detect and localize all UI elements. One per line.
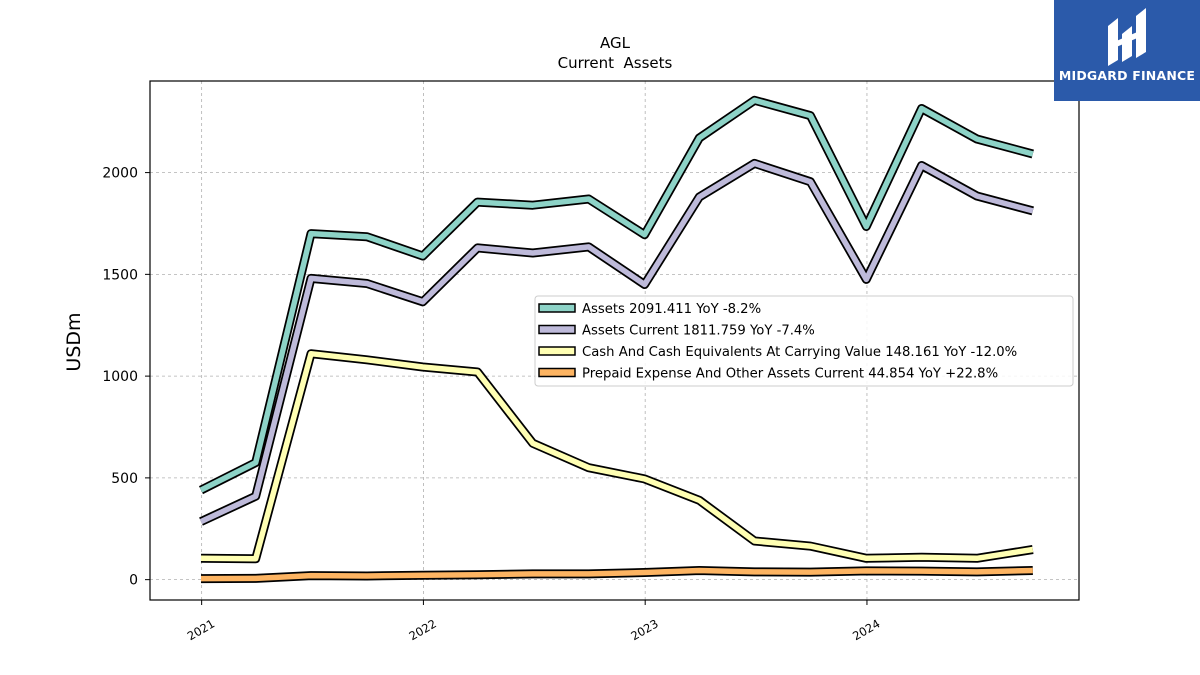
y-tick-label: 1000: [102, 369, 138, 385]
plot-frame: [149, 80, 1080, 601]
legend-entry: Prepaid Expense And Other Assets Current…: [582, 367, 998, 382]
y-tick-label: 2000: [102, 166, 138, 182]
x-tick-label: 2023: [628, 616, 660, 643]
y-tick-label: 0: [129, 573, 138, 589]
legend-entry: Cash And Cash Equivalents At Carrying Va…: [582, 345, 1017, 360]
legend-entry: Assets Current 1811.759 YoY -7.4%: [582, 324, 815, 339]
x-tick-label: 2021: [185, 616, 217, 643]
legend-swatch: [538, 367, 576, 378]
legend-swatch: [538, 324, 576, 335]
series-line-outline-0: [198, 95, 1034, 495]
legend-swatch: [538, 303, 576, 313]
brand-logo: MIDGARD FINANCE: [1054, 0, 1200, 101]
series-line-2: [200, 350, 1034, 562]
x-tick-label: 2022: [407, 616, 439, 643]
series-layer: [198, 95, 1034, 584]
y-tick-label: 500: [111, 471, 138, 487]
legend-box: [534, 295, 1074, 387]
series-line-0: [199, 97, 1034, 493]
chart-subtitle: Current Assets: [558, 54, 673, 72]
brand-name: MIDGARD FINANCE: [1058, 68, 1196, 83]
legend: Assets 2091.411 YoY -8.2% Assets Current …: [534, 295, 1074, 387]
y-tick-label: 1500: [102, 267, 138, 283]
midgard-logo-icon: [1108, 8, 1146, 66]
legend-swatch: [538, 346, 576, 356]
y-axis-label: USDm: [63, 312, 85, 371]
x-tick-label: 2024: [850, 616, 882, 643]
chart-title: AGL: [600, 34, 631, 52]
legend-entry: Assets 2091.411 YoY -8.2%: [582, 302, 761, 317]
series-line-1: [199, 160, 1034, 525]
series-line-3: [200, 567, 1033, 582]
